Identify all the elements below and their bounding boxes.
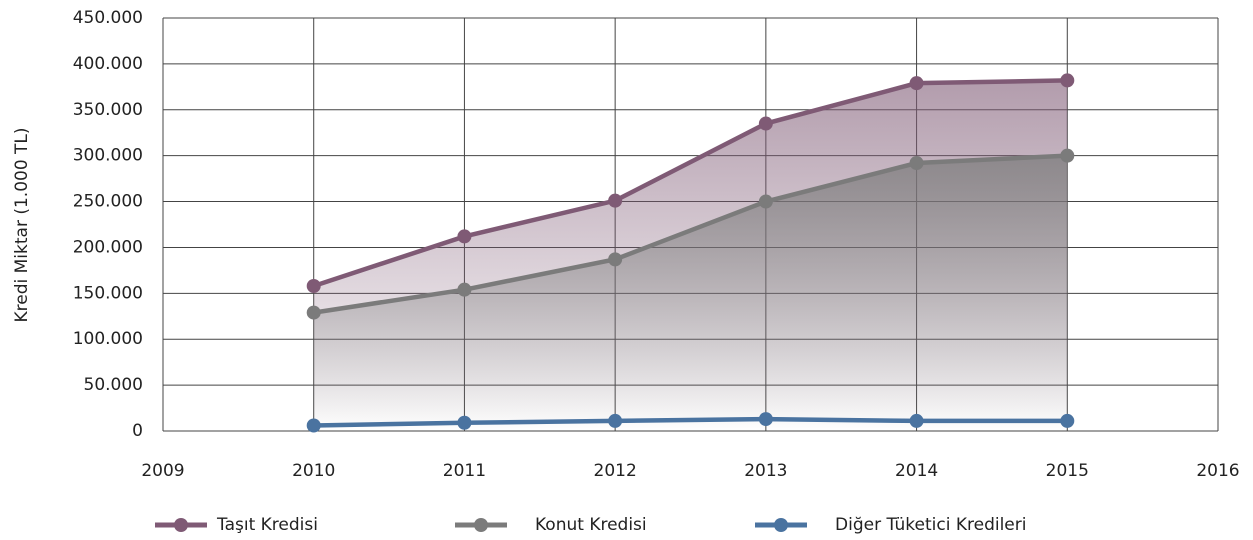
line xyxy=(313,153,1068,315)
x-tick-label: 2015 xyxy=(1046,461,1089,481)
legend-marker xyxy=(774,518,788,532)
line xyxy=(313,416,1068,428)
x-tick-label: 2009 xyxy=(141,461,184,481)
y-tick-label: 100.000 xyxy=(73,329,143,349)
point xyxy=(758,116,773,131)
y-tick-label: 250.000 xyxy=(73,192,143,212)
legend-label: Konut Kredisi xyxy=(535,515,647,535)
y-tick-label: 50.000 xyxy=(84,375,143,395)
x-tick-label: 2016 xyxy=(1196,461,1239,481)
point xyxy=(1060,73,1075,88)
point xyxy=(457,229,472,244)
x-tick-label: 2011 xyxy=(443,461,486,481)
y-tick-label: 300.000 xyxy=(73,146,143,166)
point xyxy=(909,76,924,91)
point xyxy=(909,413,924,428)
point xyxy=(758,194,773,209)
y-tick-label: 450.000 xyxy=(73,8,143,28)
point xyxy=(608,252,623,267)
point xyxy=(306,305,321,320)
point xyxy=(457,415,472,430)
line xyxy=(313,78,1068,289)
x-tick-label: 2012 xyxy=(594,461,637,481)
point xyxy=(306,418,321,433)
y-tick-label: 150.000 xyxy=(73,283,143,303)
point xyxy=(1060,413,1075,428)
point xyxy=(1060,148,1075,163)
y-tick-label: 400.000 xyxy=(73,54,143,74)
legend-label: Taşıt Kredisi xyxy=(216,515,318,535)
x-tick-label: 2014 xyxy=(895,461,938,481)
legend-marker xyxy=(174,518,188,532)
point xyxy=(909,156,924,171)
point xyxy=(457,282,472,297)
legend-marker xyxy=(474,518,488,532)
x-tick-label: 2010 xyxy=(292,461,335,481)
point xyxy=(306,278,321,293)
y-axis-label: Kredi Miktar (1.000 TL) xyxy=(12,127,32,322)
y-tick-label: 200.000 xyxy=(73,237,143,257)
legend-label: Diğer Tüketici Kredileri xyxy=(835,515,1026,535)
area xyxy=(313,155,1068,431)
point xyxy=(608,413,623,428)
y-tick-label: 0 xyxy=(132,421,143,441)
point xyxy=(608,193,623,208)
point xyxy=(758,412,773,427)
x-tick-label: 2013 xyxy=(744,461,787,481)
y-tick-label: 350.000 xyxy=(73,100,143,120)
